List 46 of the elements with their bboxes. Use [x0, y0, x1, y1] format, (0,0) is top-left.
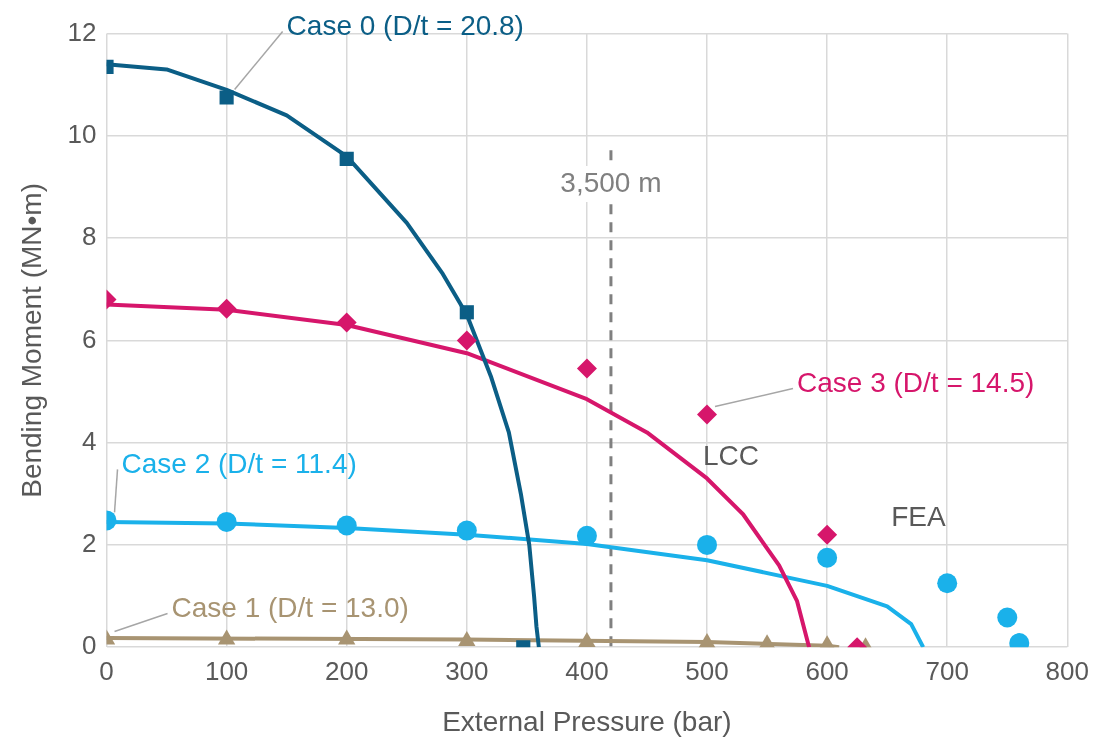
point: [336, 312, 357, 333]
x-tick-label: 300: [445, 655, 489, 686]
x-tick-label: 600: [805, 655, 849, 686]
series-label: Case 2 (D/t = 11.4): [121, 448, 357, 480]
point: [817, 547, 838, 568]
point: [216, 511, 237, 532]
y-tick-label: 10: [67, 119, 97, 150]
annotation: FEA: [891, 501, 946, 533]
x-tick-label: 200: [325, 655, 369, 686]
y-tick-label: 8: [82, 221, 97, 252]
y-tick-label: 4: [82, 425, 97, 456]
y-tick-label: 12: [67, 16, 97, 47]
point: [456, 330, 477, 351]
x-axis-title: External Pressure (bar): [442, 705, 732, 737]
point: [216, 298, 237, 319]
point: [219, 90, 234, 105]
point: [458, 631, 476, 647]
point: [997, 607, 1018, 628]
x-tick-label: 100: [204, 655, 249, 686]
point: [698, 633, 716, 648]
y-tick-label: 2: [82, 528, 97, 559]
point: [459, 305, 474, 320]
point: [697, 534, 718, 555]
point: [576, 358, 597, 379]
point: [456, 520, 477, 541]
point: [339, 151, 354, 166]
point: [336, 515, 357, 536]
y-tick-label: 6: [82, 323, 97, 354]
point: [697, 404, 718, 425]
annotation: LCC: [703, 439, 760, 471]
x-tick-label: 500: [685, 655, 729, 686]
point: [576, 525, 597, 546]
x-tick-label: 700: [925, 655, 969, 686]
text: Case 3 (D/t = 14.5): [797, 367, 1035, 399]
text: Case 0 (D/t = 20.8): [286, 10, 524, 42]
point: [937, 573, 958, 594]
ref-line-label: 3,500 m: [560, 166, 662, 198]
series-label: Case 1 (D/t = 13.0): [171, 592, 409, 624]
y-axis-title: Bending Moment (MN•m): [15, 183, 47, 498]
x-tick-label: 400: [565, 655, 609, 686]
y-tick-label: 0: [82, 630, 97, 661]
point: [217, 629, 236, 645]
point: [578, 632, 596, 648]
x-tick-label: 800: [1045, 655, 1090, 686]
point: [817, 524, 838, 545]
point: [338, 629, 356, 645]
